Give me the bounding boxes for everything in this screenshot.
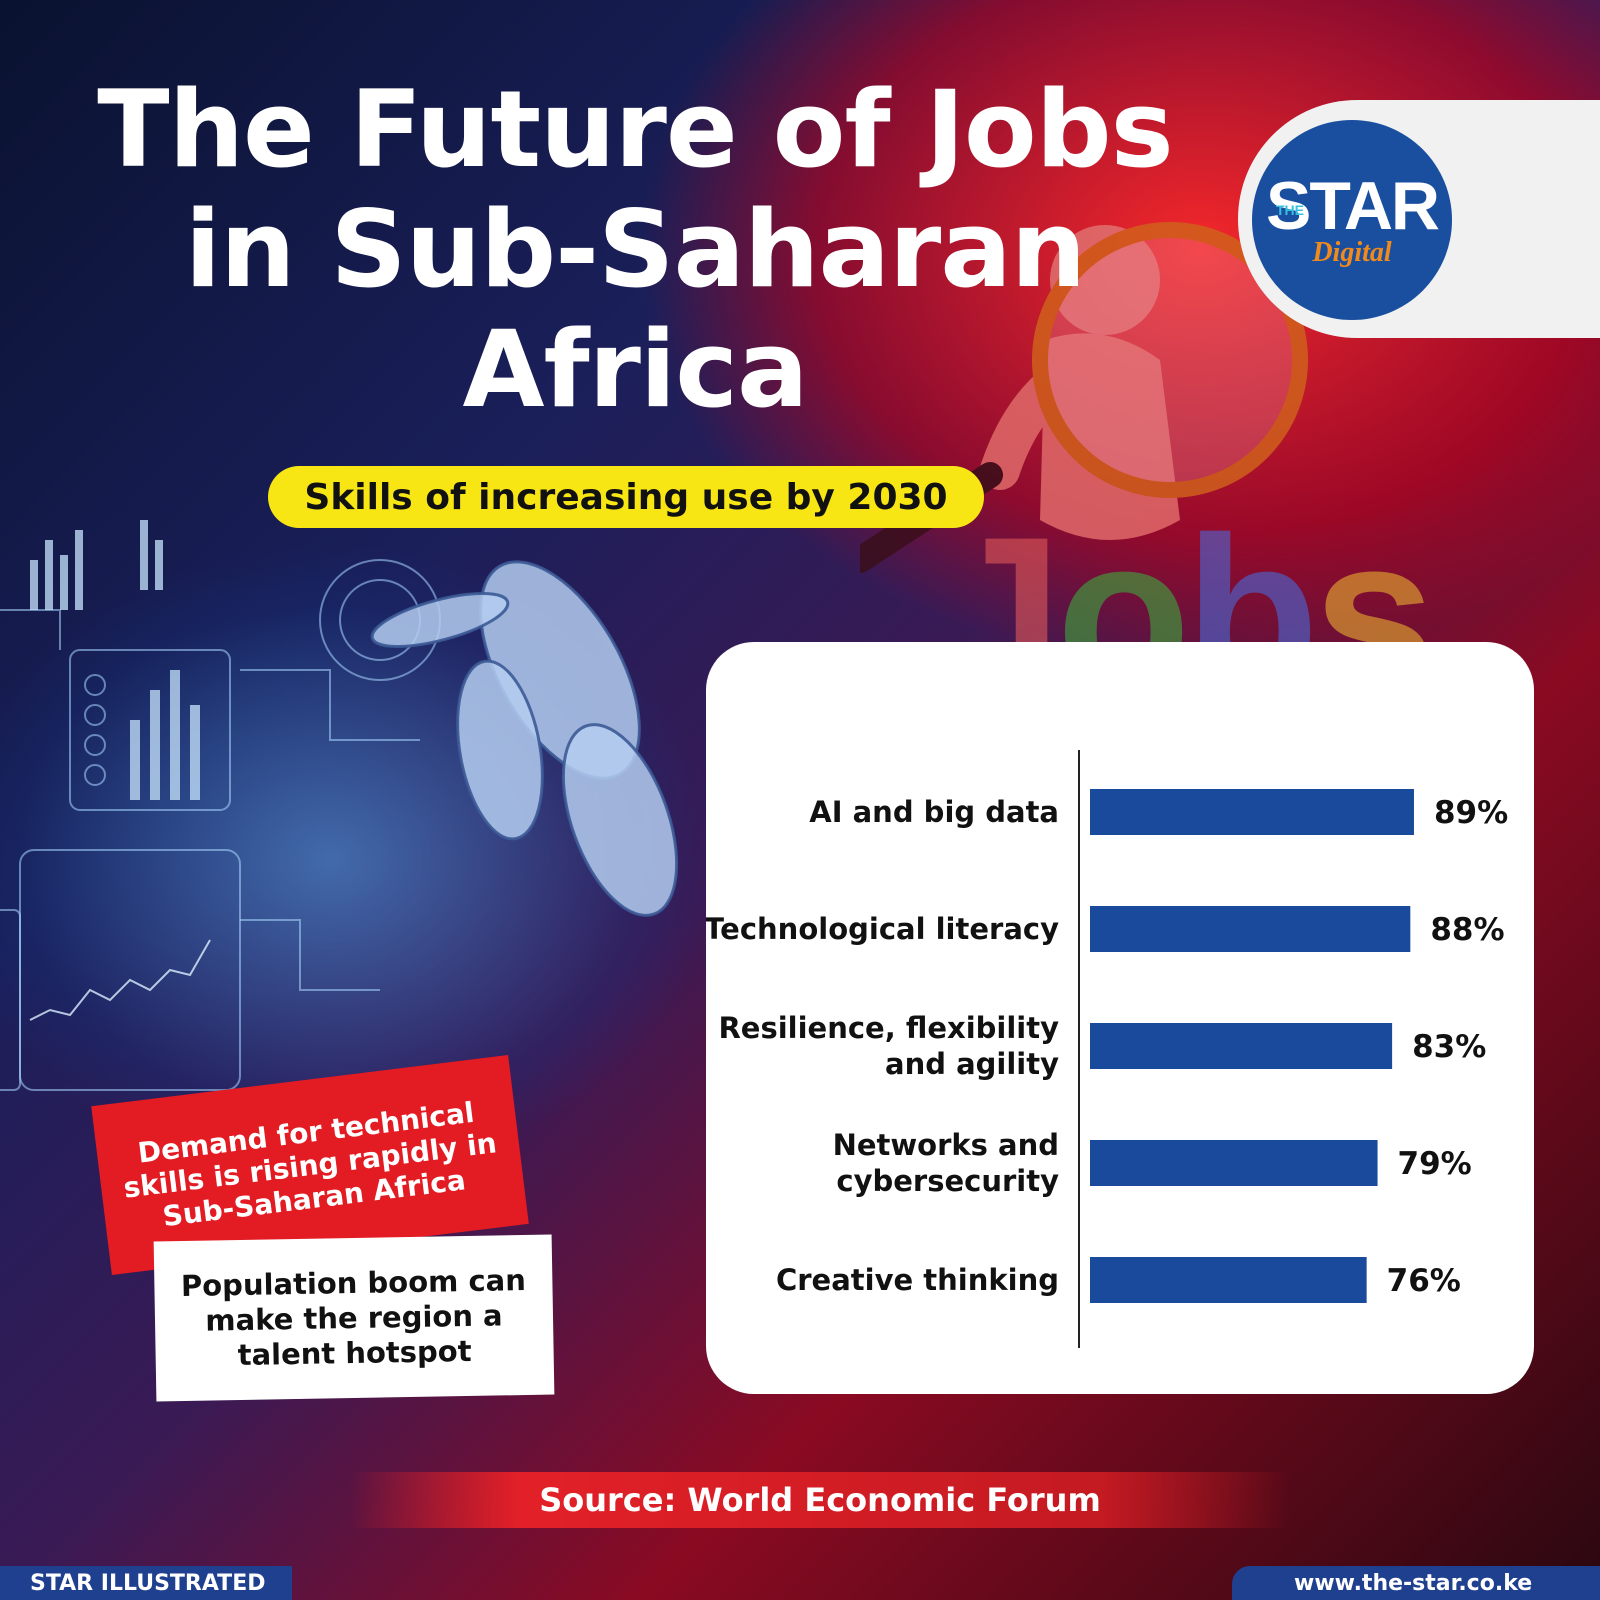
skills-bar-chart: AI and big data 89% Technological literacy…	[706, 750, 1508, 1348]
footer-credit: STAR ILLUSTRATED	[0, 1566, 292, 1600]
logo-the-text: THE	[1276, 202, 1304, 218]
bar	[1090, 1140, 1378, 1186]
logo-digital-text: Digital	[1312, 237, 1392, 268]
value-label: 76%	[1387, 1263, 1461, 1299]
chart-subtitle-text: Skills of increasing use by 2030	[304, 476, 948, 518]
bar	[1090, 1023, 1393, 1069]
category-label: Technological literacy	[706, 912, 1059, 946]
source-text: Source: World Economic Forum	[539, 1481, 1101, 1519]
chart-subtitle: Skills of increasing use by 2030	[268, 466, 984, 528]
footer-website-link[interactable]: www.the-star.co.ke	[1232, 1566, 1600, 1600]
category-label: Resilience, flexibility and agility	[718, 1011, 1059, 1081]
page-title: The Future of Jobs in Sub-Saharan Africa	[97, 68, 1173, 431]
category-label: Networks and cybersecurity	[833, 1128, 1060, 1198]
category-label: AI and big data	[809, 795, 1059, 829]
bar	[1090, 789, 1414, 835]
value-label: 79%	[1398, 1146, 1472, 1182]
value-label: 89%	[1434, 795, 1508, 831]
callout-population-boom: Population boom can make the region a ta…	[153, 1234, 555, 1402]
value-label: 88%	[1430, 912, 1504, 948]
bar	[1090, 1257, 1367, 1303]
source-note: Source: World Economic Forum	[350, 1472, 1290, 1528]
chart-card: AI and big data 89% Technological literacy…	[706, 642, 1534, 1394]
bar	[1090, 906, 1411, 952]
category-label: Creative thinking	[776, 1263, 1059, 1297]
value-label: 83%	[1412, 1029, 1486, 1065]
star-digital-logo: THE STAR Digital	[1252, 120, 1452, 320]
logo-star-text: STAR	[1265, 168, 1440, 244]
